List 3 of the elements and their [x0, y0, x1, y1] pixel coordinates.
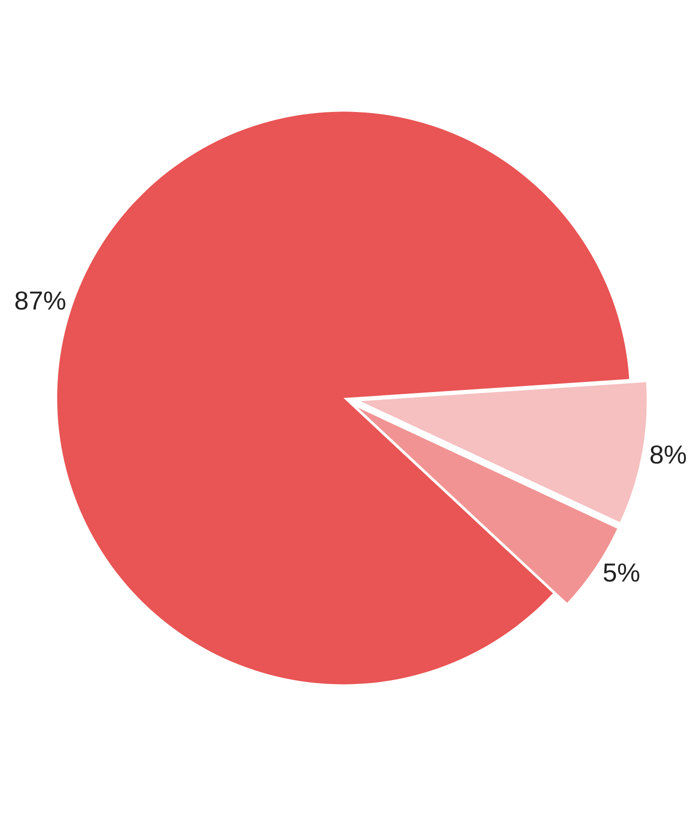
data-label: 87%	[14, 285, 66, 316]
data-label: 5%	[602, 557, 640, 588]
data-label: 8%	[649, 439, 687, 470]
